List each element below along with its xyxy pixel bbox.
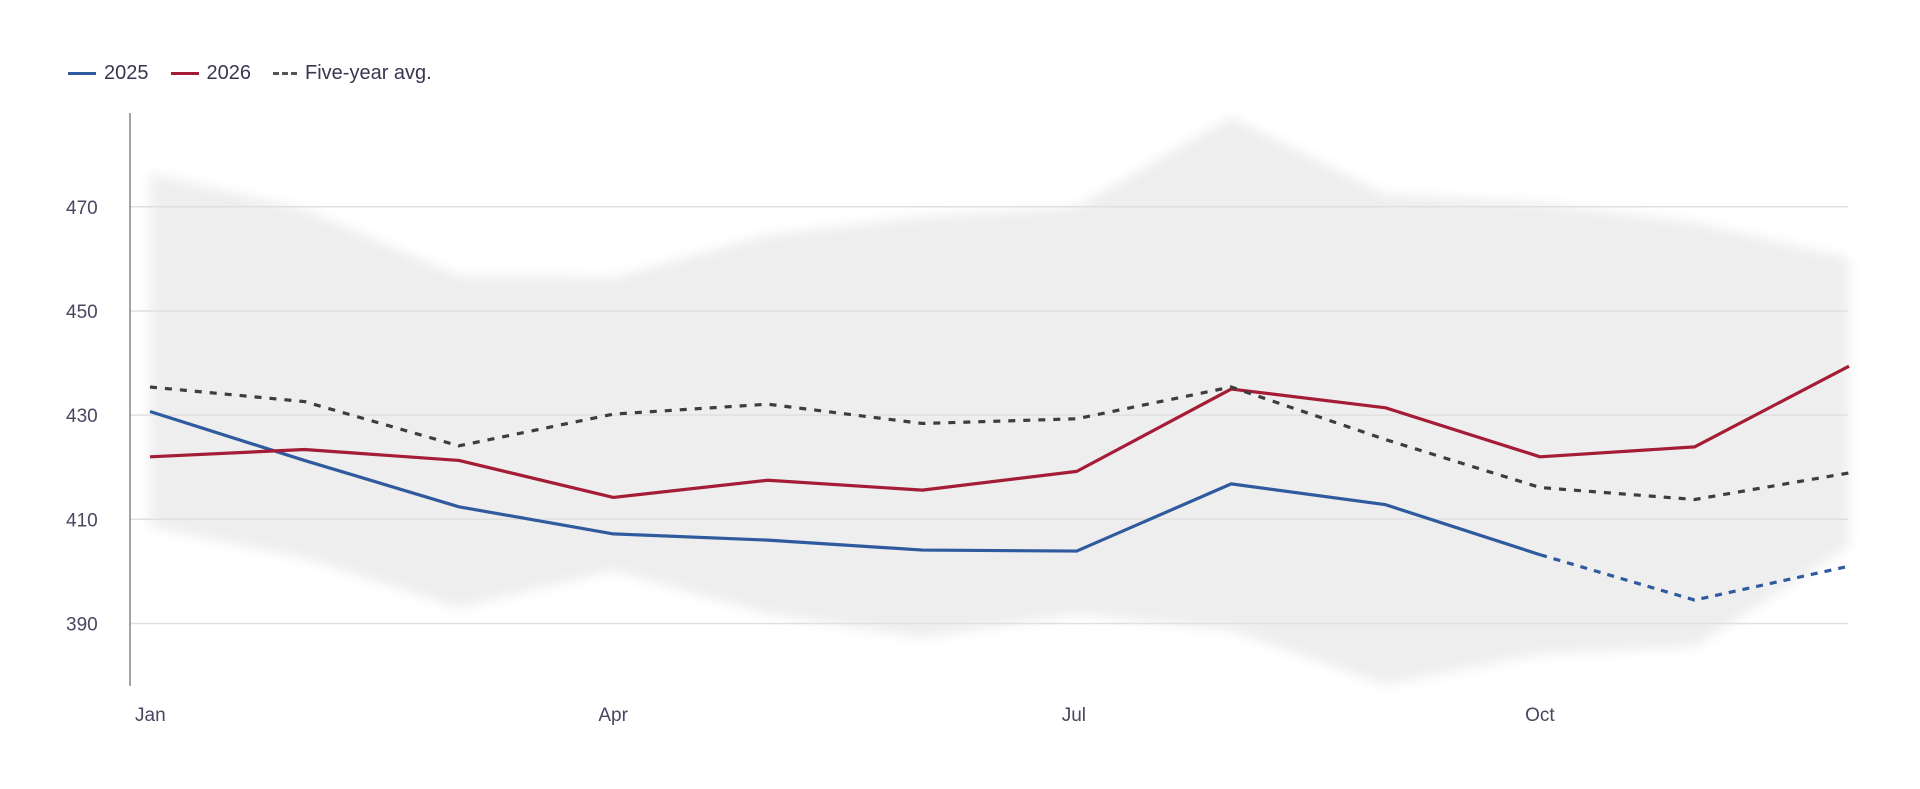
legend-label-five-year-avg: Five-year avg. — [305, 62, 432, 84]
legend-label-2026: 2026 — [206, 62, 252, 84]
legend-swatch-2025 — [68, 72, 96, 75]
y-tick-label: 470 — [66, 198, 98, 219]
y-tick-label: 430 — [66, 406, 98, 427]
legend-swatch-five-year-avg — [273, 72, 297, 75]
y-tick-label: 450 — [66, 302, 98, 323]
y-tick-label: 410 — [66, 510, 98, 531]
series-line-2025-projected — [1539, 553, 1850, 602]
range-band — [150, 117, 1849, 685]
series-line-five-year-avg — [149, 385, 1850, 502]
legend-label-2025: 2025 — [104, 62, 149, 84]
y-tick-label: 390 — [66, 614, 98, 635]
x-tick-label: Jul — [1062, 705, 1086, 726]
legend-item-2025[interactable]: 2025 — [68, 62, 149, 85]
x-tick-label: Jan — [135, 705, 166, 726]
legend-swatch-2026 — [170, 72, 199, 75]
legend-item-five-year-avg[interactable]: Five-year avg. — [273, 62, 432, 85]
x-tick-label: Oct — [1525, 705, 1555, 726]
series-line-2025 — [149, 409, 1541, 557]
legend-item-2026[interactable]: 2026 — [170, 62, 252, 85]
series-line-2026 — [149, 364, 1850, 500]
legend: 2025 2026 Five-year avg. — [68, 62, 454, 85]
x-tick-label: Apr — [598, 705, 628, 726]
